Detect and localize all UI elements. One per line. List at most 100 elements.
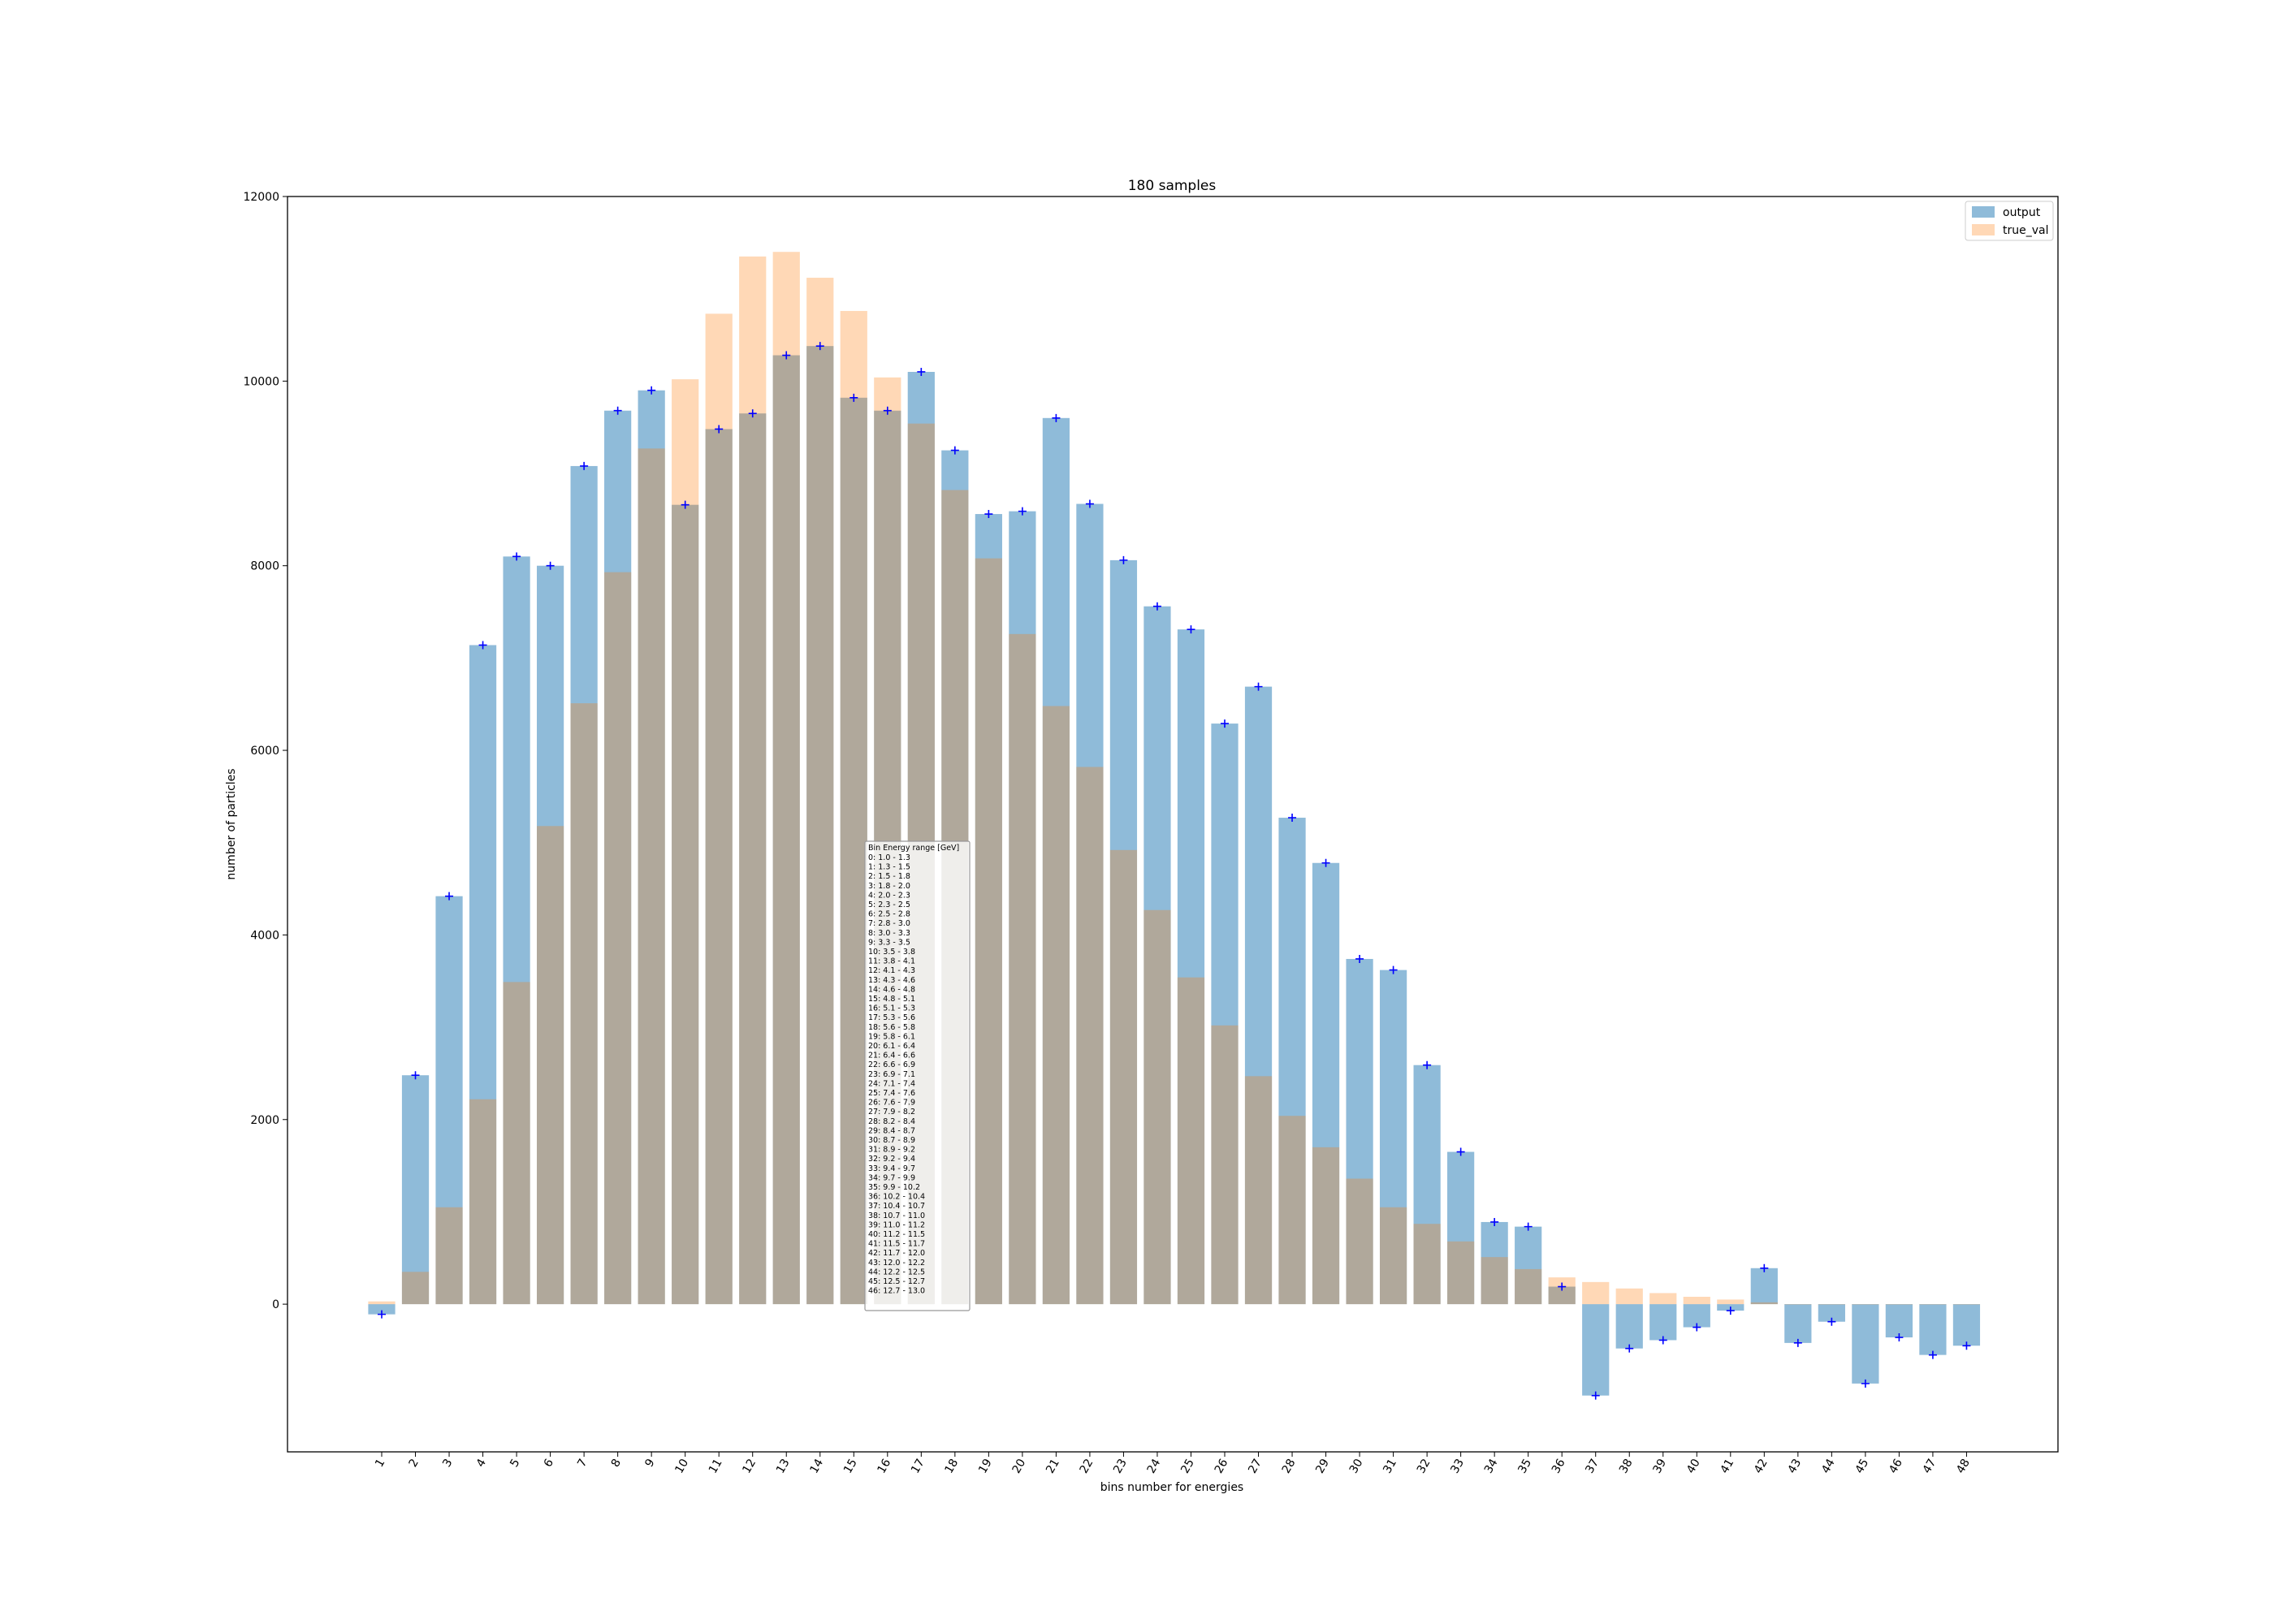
x-tick-label-13: 13 (774, 1457, 793, 1475)
x-tick-label-10: 10 (672, 1457, 691, 1475)
bins-legend-line-23: 23: 6.9 - 7.1 (868, 1070, 915, 1079)
bar-true-val-43 (1784, 1304, 1812, 1305)
point-marker-34 (1490, 1217, 1499, 1226)
bar-true-val-31 (1379, 1207, 1407, 1305)
legend-label-output: output (2003, 206, 2041, 219)
point-marker-48 (1962, 1341, 1971, 1350)
point-marker-28 (1288, 814, 1297, 823)
bar-true-val-41 (1717, 1299, 1744, 1305)
bins-legend-line-3: 3: 1.8 - 2.0 (868, 882, 910, 891)
x-tick-label-39: 39 (1650, 1457, 1669, 1475)
point-marker-32 (1423, 1060, 1432, 1069)
bar-true-val-39 (1649, 1293, 1677, 1305)
bar-output-47 (1919, 1304, 1947, 1355)
x-tick-label-19: 19 (976, 1457, 995, 1475)
bar-output-32 (1413, 1065, 1441, 1305)
x-tick-label-40: 40 (1684, 1457, 1703, 1475)
bins-legend-line-26: 26: 7.6 - 7.9 (868, 1099, 915, 1108)
x-tick-label-28: 28 (1280, 1457, 1299, 1475)
bins-legend-line-44: 44: 12.2 - 12.5 (868, 1268, 925, 1276)
x-tick-label-25: 25 (1178, 1457, 1197, 1475)
x-tick-label-38: 38 (1617, 1457, 1636, 1475)
bar-output-31 (1379, 970, 1407, 1305)
bar-true-val-28 (1278, 1116, 1306, 1305)
bar-output-5 (503, 556, 530, 1305)
bar-true-val-32 (1413, 1224, 1441, 1305)
bins-legend-line-2: 2: 1.5 - 1.8 (868, 872, 910, 881)
bins-legend-line-9: 9: 3.3 - 3.5 (868, 938, 910, 947)
y-tick-label-4000: 4000 (250, 929, 279, 942)
bar-true-val-36 (1548, 1277, 1576, 1305)
bar-output-29 (1312, 862, 1340, 1305)
bins-legend-line-14: 14: 4.6 - 4.8 (868, 985, 915, 994)
x-tick-label-31: 31 (1381, 1457, 1399, 1475)
bar-true-val-9 (638, 448, 665, 1305)
point-marker-43 (1793, 1338, 1802, 1347)
bar-output-43 (1784, 1304, 1812, 1343)
x-tick-label-24: 24 (1145, 1457, 1164, 1476)
bar-true-val-19 (975, 558, 1002, 1305)
x-tick-label-27: 27 (1246, 1457, 1265, 1475)
point-marker-8 (613, 406, 622, 415)
bar-true-val-44 (1818, 1304, 1845, 1305)
y-tick-label-8000: 8000 (250, 560, 279, 573)
bar-output-36 (1548, 1286, 1576, 1305)
bins-legend-line-34: 34: 9.7 - 9.9 (868, 1173, 915, 1182)
point-marker-29 (1321, 858, 1330, 867)
x-tick-label-43: 43 (1786, 1457, 1805, 1475)
x-tick-label-20: 20 (1010, 1457, 1029, 1475)
bar-true-val-21 (1042, 706, 1070, 1305)
bins-legend-line-12: 12: 4.1 - 4.3 (868, 966, 915, 975)
bar-true-val-29 (1312, 1147, 1340, 1305)
bins-legend-line-15: 15: 4.8 - 5.1 (868, 995, 915, 1004)
x-tick-label-29: 29 (1313, 1457, 1332, 1475)
bar-output-34 (1481, 1221, 1508, 1305)
point-marker-30 (1355, 954, 1364, 963)
y-tick-label-6000: 6000 (250, 745, 279, 758)
bar-output-6 (536, 565, 564, 1305)
bins-legend-line-11: 11: 3.8 - 4.1 (868, 957, 915, 966)
bar-true-val-22 (1076, 767, 1104, 1305)
bar-output-35 (1515, 1226, 1542, 1305)
bar-output-24 (1143, 606, 1171, 1305)
x-tick-label-23: 23 (1111, 1457, 1130, 1475)
x-tick-label-22: 22 (1078, 1457, 1096, 1475)
bins-legend-line-5: 5: 2.3 - 2.5 (868, 901, 910, 909)
y-axis: 0 2000 4000 6000 8000 10000 12000 (243, 191, 287, 1311)
bins-legend-line-32: 32: 9.2 - 9.4 (868, 1155, 915, 1164)
chart-title: 180 samples (1128, 178, 1217, 194)
bar-output-14 (806, 346, 834, 1305)
point-marker-15 (850, 393, 858, 402)
point-marker-46 (1895, 1333, 1904, 1342)
bar-output-4 (469, 645, 497, 1305)
bins-legend-line-25: 25: 7.4 - 7.6 (868, 1089, 915, 1098)
bins-legend-line-20: 20: 6.1 - 6.4 (868, 1042, 915, 1051)
bar-output-45 (1852, 1304, 1879, 1384)
y-tick-label-0: 0 (272, 1298, 279, 1311)
bar-output-48 (1952, 1304, 1981, 1346)
bar-output-2 (401, 1075, 430, 1305)
bins-legend-line-21: 21: 6.4 - 6.6 (868, 1052, 915, 1060)
bar-true-val-20 (1009, 633, 1036, 1305)
bar-true-val-47 (1919, 1304, 1947, 1305)
y-axis-label: number of particles (225, 768, 238, 879)
bar-true-val-45 (1852, 1304, 1879, 1305)
bar-true-val-34 (1481, 1257, 1508, 1305)
bins-legend-line-0: 0: 1.0 - 1.3 (868, 853, 910, 862)
bins-legend-line-29: 29: 8.4 - 8.7 (868, 1126, 915, 1135)
point-marker-26 (1221, 719, 1229, 728)
bar-true-val-15 (840, 310, 867, 1305)
x-tick-label-21: 21 (1044, 1457, 1062, 1475)
bar-true-val-2 (401, 1272, 430, 1305)
x-tick-label-42: 42 (1752, 1457, 1770, 1475)
point-marker-35 (1524, 1222, 1533, 1231)
legend-swatch-output (1972, 206, 1995, 218)
x-tick-label-12: 12 (740, 1457, 759, 1475)
bar-output-26 (1211, 723, 1239, 1305)
legend: output true_val (1965, 201, 2054, 241)
y-tick-label-12000: 12000 (243, 191, 279, 204)
bar-output-1 (368, 1304, 396, 1315)
bins-legend-line-10: 10: 3.5 - 3.8 (868, 948, 915, 957)
bar-true-val-12 (739, 256, 767, 1305)
bar-true-val-5 (503, 982, 530, 1305)
